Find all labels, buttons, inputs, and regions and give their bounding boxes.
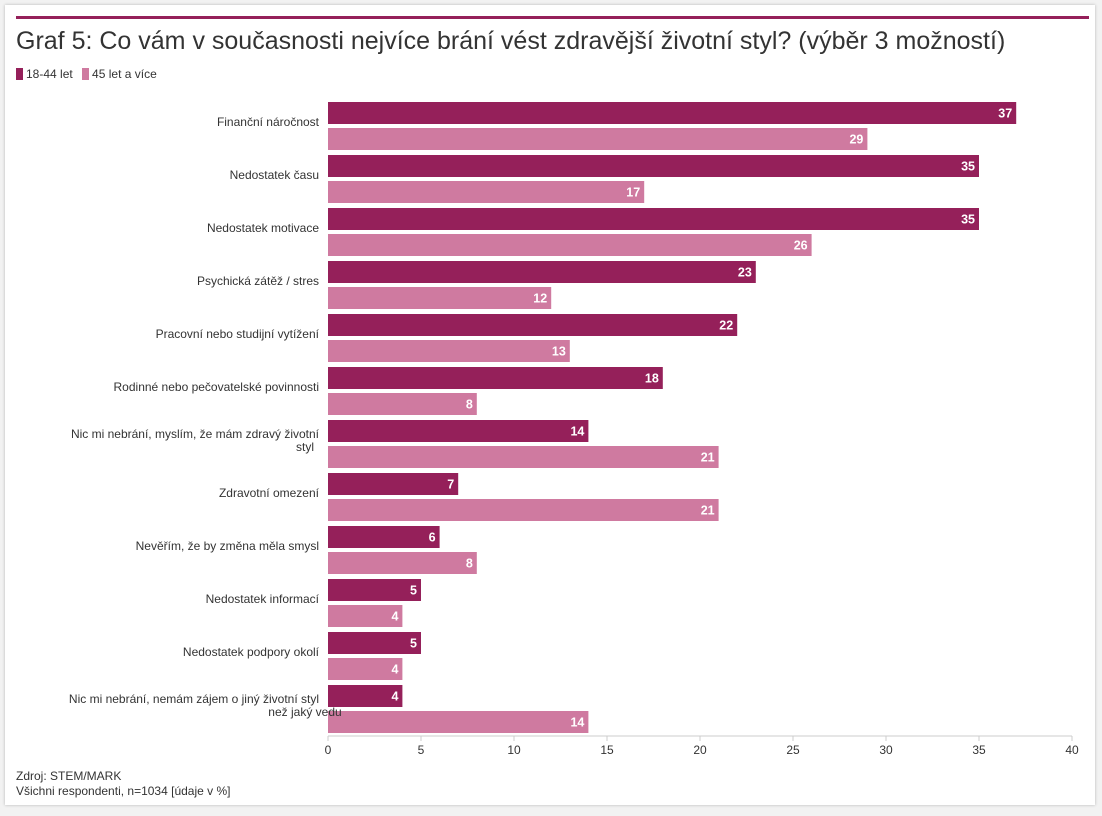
legend-label-18-44: 18-44 let [26,67,73,81]
bar-45-plus[interactable] [328,658,403,680]
bar-18-44[interactable] [328,473,459,495]
data-label: 14 [570,425,584,439]
data-label: 21 [701,504,715,518]
data-label: 5 [410,637,417,651]
bar-45-plus[interactable] [328,711,589,733]
category-label: Pracovní nebo studijní vytížení [156,327,320,341]
legend-item-45-plus[interactable]: 45 let a více [82,67,157,81]
bar-18-44[interactable] [328,261,756,283]
category-label: Nevěřím, že by změna měla smysl [136,539,319,553]
bar-45-plus[interactable] [328,499,719,521]
legend-swatch-18-44 [16,68,23,80]
data-label: 35 [961,160,975,174]
bar-45-plus[interactable] [328,446,719,468]
x-tick-label: 10 [507,743,521,757]
bar-45-plus[interactable] [328,393,477,415]
data-label: 14 [570,716,584,730]
data-label: 17 [626,186,640,200]
bar-18-44[interactable] [328,155,979,177]
bar-18-44[interactable] [328,526,440,548]
data-label: 4 [391,663,398,677]
data-label: 22 [719,319,733,333]
chart-title: Graf 5: Co vám v současnosti nejvíce brá… [16,27,1006,55]
bar-45-plus[interactable] [328,605,403,627]
data-label: 6 [429,531,436,545]
data-label: 4 [391,690,398,704]
x-tick-label: 20 [693,743,707,757]
x-tick-label: 25 [786,743,800,757]
chart-card: Graf 5: Co vám v současnosti nejvíce brá… [5,5,1095,805]
data-label: 18 [645,372,659,386]
bar-45-plus[interactable] [328,128,868,150]
data-label: 12 [533,292,547,306]
bar-45-plus[interactable] [328,552,477,574]
data-label: 8 [466,398,473,412]
bar-chart: 37 29 Finanční náročnost 35 17 Nedostatek čas… [69,102,1079,757]
legend-label-45-plus: 45 let a více [92,67,157,81]
data-label: 13 [552,345,566,359]
data-label: 35 [961,213,975,227]
bar-18-44[interactable] [328,367,663,389]
data-label: 37 [998,107,1012,121]
category-label: Nic mi nebrání, myslím, že mám zdravý ži… [71,427,320,454]
category-label: Nedostatek motivace [207,221,319,235]
data-label: 23 [738,266,752,280]
bar-45-plus[interactable] [328,234,812,256]
data-label: 26 [794,239,808,253]
category-label: Zdravotní omezení [219,486,320,500]
bar-18-44[interactable] [328,685,403,707]
data-label: 21 [701,451,715,465]
x-tick-label: 5 [418,743,425,757]
x-tick-label: 35 [972,743,986,757]
x-tick-label: 30 [879,743,893,757]
bar-18-44[interactable] [328,208,979,230]
legend-item-18-44[interactable]: 18-44 let [16,67,73,81]
title-accent-line [16,16,1089,19]
bar-18-44[interactable] [328,579,421,601]
category-label: Rodinné nebo pečovatelské povinnosti [114,380,319,394]
bar-45-plus[interactable] [328,181,645,203]
category-label: Nedostatek informací [206,592,320,606]
category-label: Nedostatek podpory okolí [183,645,320,659]
category-label: Nedostatek času [230,168,319,182]
bar-45-plus[interactable] [328,287,552,309]
bar-45-plus[interactable] [328,340,570,362]
data-label: 4 [391,610,398,624]
bar-18-44[interactable] [328,632,421,654]
sample-note: Všichni respondenti, n=1034 [údaje v %] [16,784,231,798]
legend: 18-44 let 45 let a více [16,67,163,83]
category-label: Finanční náročnost [217,115,320,129]
bar-18-44[interactable] [328,420,589,442]
category-label: Psychická zátěž / stres [197,274,319,288]
x-tick-label: 15 [600,743,614,757]
category-label: Nic mi nebrání, nemám zájem o jiný život… [69,692,342,719]
x-tick-label: 40 [1065,743,1079,757]
legend-swatch-45-plus [82,68,90,80]
data-label: 8 [466,557,473,571]
data-label: 5 [410,584,417,598]
source-note: Zdroj: STEM/MARK [16,769,122,783]
footer: Zdroj: STEM/MARK Všichni respondenti, n=… [16,769,230,799]
bar-18-44[interactable] [328,314,738,336]
bar-18-44[interactable] [328,102,1017,124]
x-tick-label: 0 [325,743,332,757]
data-label: 7 [447,478,454,492]
data-label: 29 [849,133,863,147]
